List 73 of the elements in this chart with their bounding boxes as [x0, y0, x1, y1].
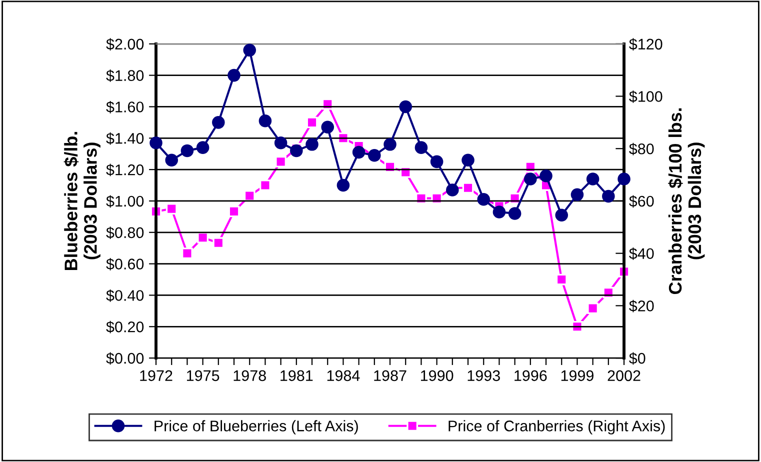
- point: [586, 172, 600, 186]
- x-tick-label: 1981: [280, 370, 313, 382]
- point: [338, 132, 349, 144]
- point: [258, 114, 272, 128]
- x-tick-label: 1999: [561, 370, 594, 382]
- x-tick-label: 1990: [420, 370, 454, 382]
- y-tick-label: $1.40: [106, 132, 144, 145]
- y2-tick-label: $100: [629, 90, 662, 103]
- point: [570, 188, 584, 202]
- point: [540, 169, 552, 182]
- y-tick-label: $1.60: [106, 100, 144, 114]
- point: [260, 180, 271, 191]
- y-tick-label: $1.20: [106, 164, 144, 176]
- point: [572, 320, 583, 332]
- legend-label: Price of Cranberries (Right Axis): [448, 420, 665, 434]
- point: [430, 155, 444, 168]
- x-tick-label: 1984: [327, 370, 360, 382]
- y-tick-label: $0.60: [106, 258, 144, 270]
- point: [243, 44, 256, 57]
- point: [524, 161, 536, 173]
- point: [555, 208, 568, 222]
- point: [492, 206, 506, 218]
- point: [212, 116, 225, 129]
- point: [306, 138, 318, 151]
- legend-label: Price of Blueberries (Left Axis): [154, 420, 358, 434]
- y-tick-label: $2.00: [106, 38, 144, 50]
- x-tick-label: 1993: [468, 370, 500, 382]
- point: [306, 116, 318, 128]
- point: [587, 302, 599, 314]
- point: [414, 141, 428, 154]
- point: [274, 136, 288, 150]
- point: [166, 203, 178, 215]
- y-tick-label: $0.80: [106, 226, 144, 239]
- point: [196, 141, 210, 154]
- point: [165, 154, 178, 167]
- x-tick-label: 1972: [140, 370, 172, 382]
- point: [384, 138, 396, 151]
- x-tick-label: 1978: [234, 370, 266, 382]
- y-tick-label: $0.20: [106, 320, 144, 334]
- point: [290, 144, 303, 158]
- y-tick-label: $1.00: [106, 195, 144, 208]
- point: [244, 190, 256, 202]
- point: [352, 146, 366, 159]
- point: [602, 286, 614, 298]
- point: [228, 68, 240, 82]
- point: [508, 207, 522, 220]
- y2-tick-label: $0: [629, 352, 646, 365]
- point: [321, 120, 334, 134]
- point: [275, 156, 287, 168]
- point: [399, 100, 412, 114]
- y2-tick-label: $40: [629, 248, 654, 260]
- y2-tick-label: $20: [629, 300, 654, 312]
- y2-axis-title: Cranberries $/100 lbs. (2003 Dollars): [668, 108, 705, 294]
- y-axis-title: Blueberries $/lb. (2003 Dollars): [64, 132, 100, 270]
- x-tick-label: 2002: [608, 370, 640, 382]
- y2-tick-label: $60: [629, 195, 654, 208]
- point: [180, 144, 194, 158]
- y2-tick-label: $120: [629, 38, 662, 50]
- x-tick-label: 1975: [186, 370, 220, 382]
- point: [618, 172, 630, 186]
- point: [524, 172, 537, 186]
- y-tick-label: $0.00: [106, 352, 144, 365]
- y2-tick-label: $80: [629, 142, 654, 156]
- point: [336, 178, 350, 192]
- x-tick-label: 1996: [514, 370, 547, 382]
- y-tick-label: $0.40: [106, 289, 144, 302]
- point: [446, 184, 459, 196]
- x-tick-label: 1987: [374, 370, 406, 382]
- point: [602, 190, 615, 203]
- point: [462, 182, 474, 194]
- point: [462, 154, 474, 167]
- y-tick-label: $1.80: [106, 70, 144, 82]
- point: [228, 206, 240, 218]
